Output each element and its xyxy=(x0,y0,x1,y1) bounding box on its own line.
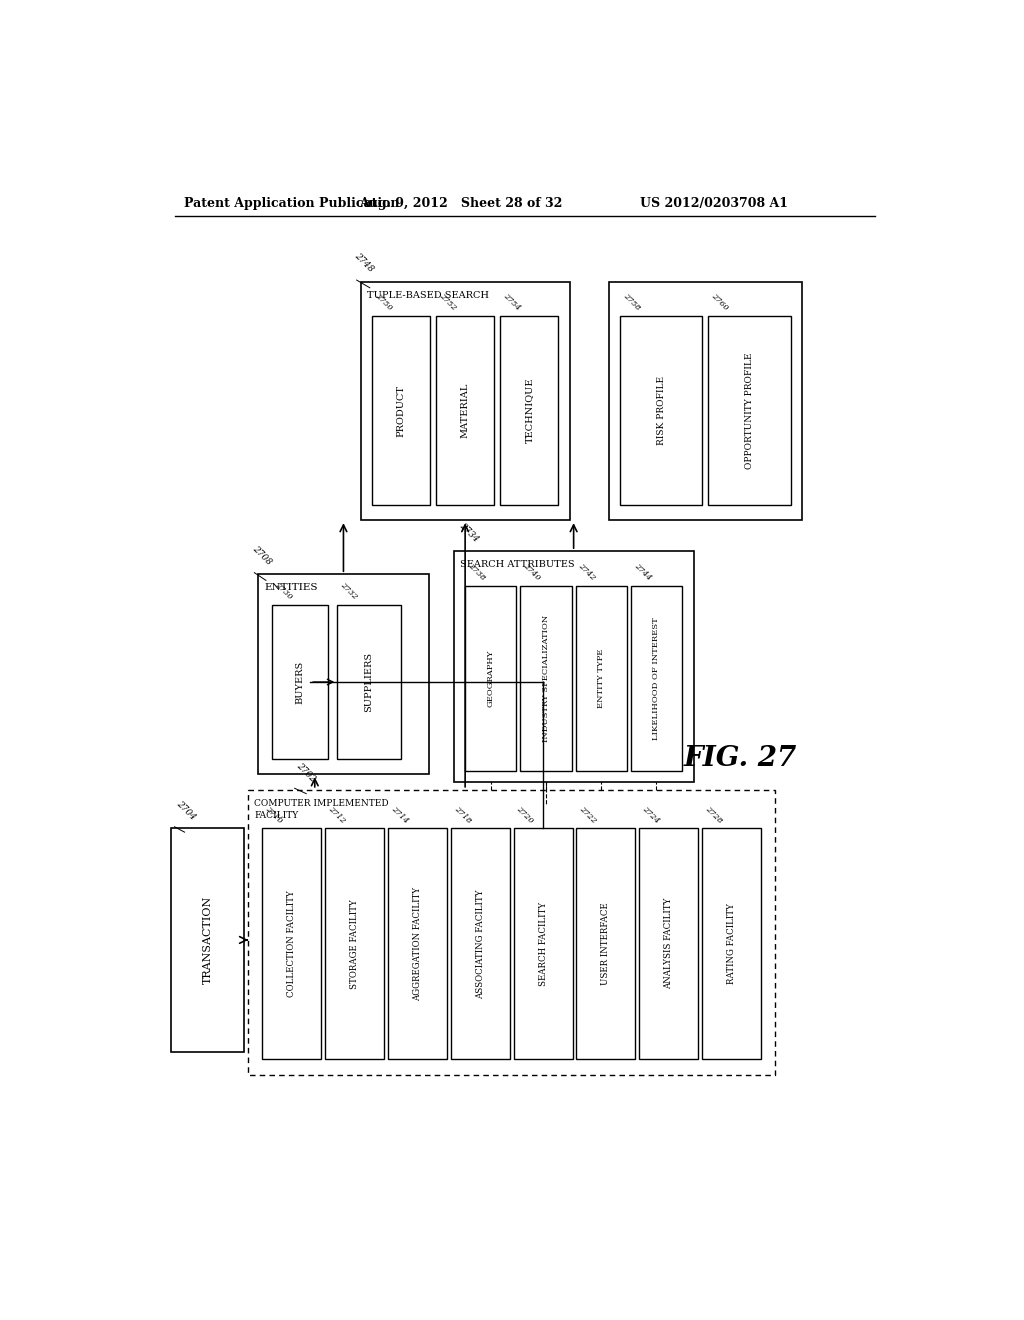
Text: COMPUTER IMPLEMENTED: COMPUTER IMPLEMENTED xyxy=(254,799,389,808)
Bar xyxy=(577,829,636,1059)
Bar xyxy=(360,281,569,520)
Text: ANALYSIS FACILITY: ANALYSIS FACILITY xyxy=(665,898,674,990)
Text: BUYERS: BUYERS xyxy=(296,660,304,704)
Bar xyxy=(325,829,384,1059)
Text: LIKELIHOOD OF INTEREST: LIKELIHOOD OF INTEREST xyxy=(652,616,660,739)
Text: MATERIAL: MATERIAL xyxy=(461,383,470,438)
Text: COLLECTION FACILITY: COLLECTION FACILITY xyxy=(287,891,296,997)
Text: ENTITIES: ENTITIES xyxy=(264,583,317,593)
Bar xyxy=(454,552,693,781)
Text: 2732: 2732 xyxy=(339,581,359,601)
Text: 2760: 2760 xyxy=(710,292,730,313)
Text: US 2012/0203708 A1: US 2012/0203708 A1 xyxy=(640,197,787,210)
Text: SEARCH ATTRIBUTES: SEARCH ATTRIBUTES xyxy=(460,560,574,569)
Text: 2750: 2750 xyxy=(374,292,394,313)
Bar xyxy=(372,317,430,506)
Bar xyxy=(501,317,558,506)
Text: TRANSACTION: TRANSACTION xyxy=(203,896,212,985)
Bar xyxy=(639,829,698,1059)
Bar xyxy=(436,317,494,506)
Text: INDUSTRY SPECIALIZATION: INDUSTRY SPECIALIZATION xyxy=(542,615,550,742)
Bar xyxy=(388,829,446,1059)
Text: 2724: 2724 xyxy=(641,804,662,825)
Text: RATING FACILITY: RATING FACILITY xyxy=(727,903,736,985)
Text: 2720: 2720 xyxy=(515,804,536,825)
Bar xyxy=(465,586,516,771)
Text: 2754: 2754 xyxy=(502,292,522,313)
Bar xyxy=(337,605,400,759)
Bar xyxy=(702,829,761,1059)
Bar xyxy=(171,829,245,1052)
Text: Aug. 9, 2012   Sheet 28 of 32: Aug. 9, 2012 Sheet 28 of 32 xyxy=(359,197,563,210)
Text: GEOGRAPHY: GEOGRAPHY xyxy=(486,649,495,706)
Text: AGGREGATION FACILITY: AGGREGATION FACILITY xyxy=(413,887,422,1001)
Text: ASSOCIATING FACILITY: ASSOCIATING FACILITY xyxy=(476,890,484,998)
Text: 2742: 2742 xyxy=(578,562,597,582)
Bar xyxy=(520,586,571,771)
Bar xyxy=(272,605,328,759)
Text: STORAGE FACILITY: STORAGE FACILITY xyxy=(350,899,359,989)
Text: 2730: 2730 xyxy=(273,581,294,601)
Text: 2718: 2718 xyxy=(453,804,472,825)
Text: 2748: 2748 xyxy=(352,251,376,275)
Text: 2702: 2702 xyxy=(295,762,317,784)
Text: 2740: 2740 xyxy=(522,562,542,582)
Bar xyxy=(262,829,322,1059)
Bar xyxy=(248,789,775,1074)
Bar xyxy=(608,281,802,520)
Text: FACILITY: FACILITY xyxy=(254,812,299,820)
Text: 2710: 2710 xyxy=(263,804,284,825)
Text: TUPLE-BASED SEARCH: TUPLE-BASED SEARCH xyxy=(367,290,488,300)
Text: 2758: 2758 xyxy=(622,292,642,313)
Text: 2734: 2734 xyxy=(458,521,480,544)
Bar xyxy=(631,586,682,771)
Text: OPPORTUNITY PROFILE: OPPORTUNITY PROFILE xyxy=(745,352,754,469)
Text: 2728: 2728 xyxy=(703,804,724,825)
Bar xyxy=(709,317,791,506)
Text: SEARCH FACILITY: SEARCH FACILITY xyxy=(539,902,548,986)
Text: 2714: 2714 xyxy=(389,804,410,825)
Bar xyxy=(258,574,429,775)
Bar xyxy=(451,829,510,1059)
Bar xyxy=(621,317,702,506)
Text: SUPPLIERS: SUPPLIERS xyxy=(365,652,374,711)
Text: 2744: 2744 xyxy=(633,562,652,582)
Bar xyxy=(514,829,572,1059)
Text: FIG. 27: FIG. 27 xyxy=(684,746,797,772)
Text: RISK PROFILE: RISK PROFILE xyxy=(656,376,666,445)
Text: 2712: 2712 xyxy=(327,804,347,825)
Text: USER INTERFACE: USER INTERFACE xyxy=(601,903,610,985)
Text: Patent Application Publication: Patent Application Publication xyxy=(183,197,399,210)
Text: 2722: 2722 xyxy=(578,804,598,825)
Bar xyxy=(575,586,627,771)
Text: ENTITY TYPE: ENTITY TYPE xyxy=(597,648,605,708)
Text: TECHNIQUE: TECHNIQUE xyxy=(524,378,534,444)
Text: 2738: 2738 xyxy=(467,562,486,582)
Text: 2708: 2708 xyxy=(251,544,273,566)
Text: 2704: 2704 xyxy=(174,800,198,822)
Text: PRODUCT: PRODUCT xyxy=(396,384,406,437)
Text: 2752: 2752 xyxy=(437,292,458,313)
